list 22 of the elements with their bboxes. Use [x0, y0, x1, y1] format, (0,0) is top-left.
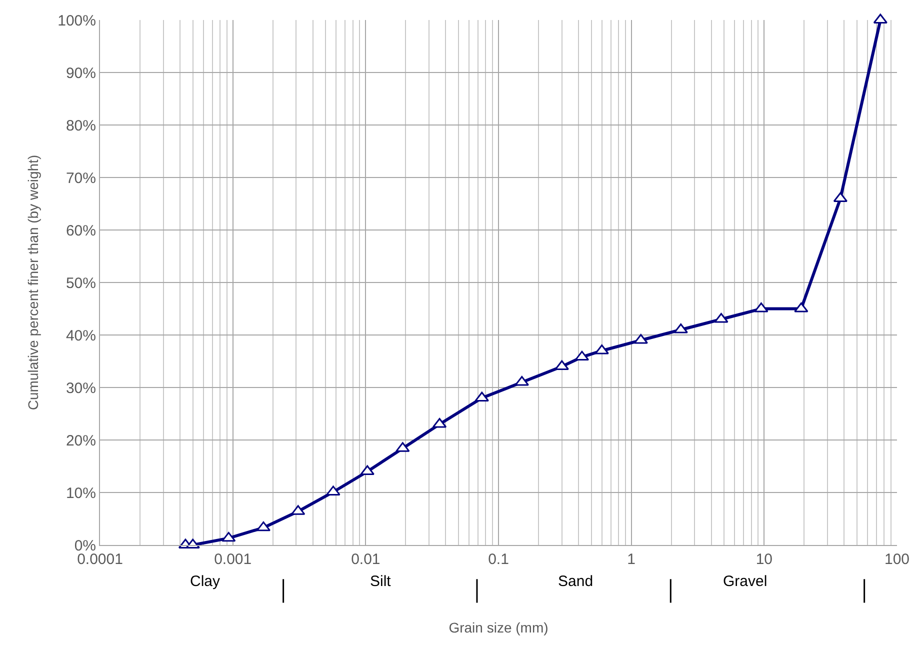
x-axis-title: Grain size (mm) [448, 619, 548, 636]
x-tick-label: 10 [756, 551, 773, 568]
y-tick-label: 30% [66, 380, 96, 397]
y-tick-label: 80% [66, 117, 96, 134]
text: Sand [558, 573, 594, 590]
x-tick-label: 0.01 [351, 551, 380, 568]
y-tick-label: 70% [66, 170, 96, 187]
x-tick-label: 0.1 [488, 551, 509, 568]
text: Silt [370, 573, 392, 590]
x-tick-label: 1 [627, 551, 636, 568]
y-tick-label: 40% [66, 327, 96, 344]
x-tick-label: 0.001 [214, 551, 252, 568]
y-tick-label: 10% [66, 484, 96, 502]
y-tick-label: 50% [66, 274, 96, 292]
y-tick-label: 100% [58, 12, 96, 30]
y-tick-label: 90% [66, 64, 96, 82]
text: Clay [190, 573, 221, 590]
y-tick-label: 60% [66, 222, 96, 240]
y-tick-label: 20% [66, 432, 96, 450]
y-axis-title: Cumulative percent finer than (by weight) [25, 154, 42, 410]
x-tick-label: 100 [884, 551, 910, 568]
text: Gravel [723, 573, 768, 590]
